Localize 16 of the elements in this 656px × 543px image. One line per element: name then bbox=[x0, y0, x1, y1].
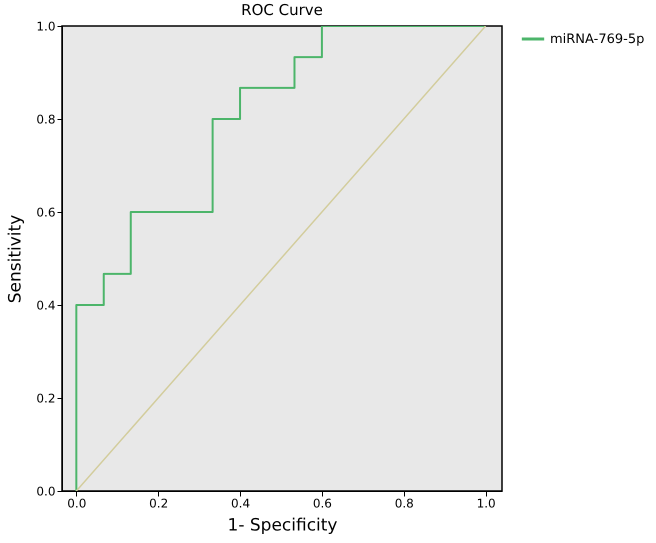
x-tick-label: 0.6 bbox=[312, 496, 332, 510]
y-tick-label: 0.2 bbox=[36, 392, 56, 406]
y-tick-label: 1.0 bbox=[36, 20, 56, 34]
chart-title: ROC Curve bbox=[241, 1, 323, 19]
x-tick-label: 0.4 bbox=[231, 496, 250, 510]
x-tick-label: 0.8 bbox=[394, 496, 414, 510]
y-axis-title: Sensitivity bbox=[5, 214, 26, 304]
y-tick-label: 0.6 bbox=[36, 206, 56, 220]
x-axis-title: 1- Specificity bbox=[228, 516, 338, 536]
x-tick-label: 0.0 bbox=[67, 496, 86, 510]
legend-label: miRNA-769-5p bbox=[550, 32, 644, 47]
y-tick-label: 0.0 bbox=[36, 484, 56, 498]
y-tick-label: 0.8 bbox=[36, 112, 56, 126]
y-tick-label: 0.4 bbox=[36, 298, 56, 312]
x-tick-label: 0.2 bbox=[149, 496, 168, 510]
x-tick-label: 1.0 bbox=[476, 496, 496, 510]
